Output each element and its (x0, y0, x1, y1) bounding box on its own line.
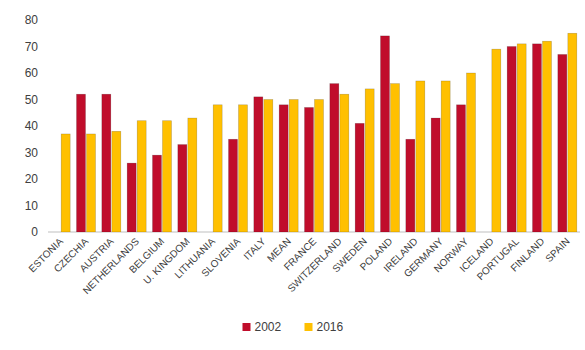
y-tick-label: 0 (31, 225, 38, 239)
bar (77, 94, 86, 232)
bar (365, 89, 374, 232)
bar (416, 81, 425, 232)
y-tick-label: 30 (25, 146, 39, 160)
bar (355, 123, 364, 232)
legend-label: 2002 (255, 320, 282, 334)
y-tick (45, 99, 48, 100)
bar (558, 54, 567, 232)
legend-swatch (243, 323, 251, 331)
bar (568, 33, 577, 232)
bar (340, 94, 349, 232)
y-tick-label: 20 (25, 172, 39, 186)
y-tick (45, 232, 48, 233)
y-tick (45, 20, 48, 21)
bar (533, 44, 542, 232)
y-tick-label: 50 (25, 93, 39, 107)
bar (431, 118, 440, 232)
legend-label: 2016 (317, 320, 344, 334)
legend-swatch (305, 323, 313, 331)
bar (163, 121, 172, 232)
y-tick-label: 10 (25, 199, 39, 213)
bar (264, 100, 273, 233)
bar (137, 121, 146, 232)
bar (112, 131, 121, 232)
bar (188, 118, 197, 232)
bar (467, 73, 476, 232)
bar (229, 139, 238, 232)
y-tick (45, 152, 48, 153)
bar (492, 49, 501, 232)
x-tick-label: SLOVENIA (199, 235, 242, 278)
y-tick-label: 70 (25, 40, 39, 54)
x-tick-label: ITALY (241, 235, 268, 262)
bar (406, 139, 415, 232)
bars (61, 33, 577, 232)
bar (213, 105, 222, 232)
x-tick-label: FINLAND (508, 236, 546, 274)
bar (254, 97, 263, 232)
y-tick (45, 179, 48, 180)
bar (61, 134, 70, 232)
y-tick (45, 126, 48, 127)
bar (87, 134, 96, 232)
chart: 01020304050607080ESTONIACZECHIAAUSTRIANE… (0, 0, 585, 350)
bar (517, 44, 526, 232)
y-tick-label: 40 (25, 119, 39, 133)
bar (330, 84, 339, 232)
bar (178, 145, 187, 232)
bar (441, 81, 450, 232)
y-tick (45, 46, 48, 47)
bar (279, 105, 288, 232)
y-tick-label: 80 (25, 13, 39, 27)
bar (305, 107, 314, 232)
bar (457, 105, 466, 232)
y-tick-label: 60 (25, 66, 39, 80)
bar (315, 100, 324, 233)
bar (102, 94, 111, 232)
bar (543, 41, 552, 232)
bar (507, 47, 516, 233)
bar (127, 163, 136, 232)
bar (289, 100, 298, 233)
y-tick (45, 205, 48, 206)
bar (153, 155, 162, 232)
legend: 2002 2016 (243, 320, 344, 334)
bar (239, 105, 248, 232)
x-tick-label: SPAIN (543, 236, 571, 264)
bar (381, 36, 390, 232)
bar (391, 84, 400, 232)
y-tick (45, 73, 48, 74)
